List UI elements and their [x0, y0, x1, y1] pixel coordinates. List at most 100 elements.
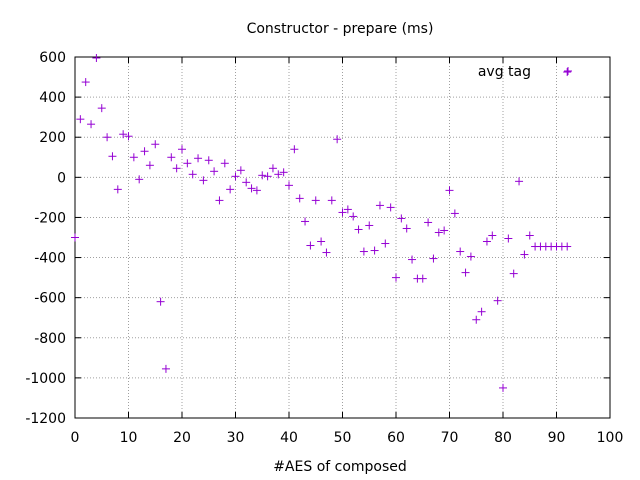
- data-point: [375, 201, 384, 210]
- data-point: [119, 130, 128, 139]
- data-point: [210, 167, 219, 176]
- legend-label: avg tag: [478, 64, 531, 80]
- y-tick-label: -1200: [25, 411, 66, 427]
- data-point: [493, 296, 502, 305]
- data-point: [226, 185, 235, 194]
- data-point: [145, 161, 154, 170]
- x-tick-label: 50: [334, 430, 352, 446]
- data-point: [178, 145, 186, 154]
- data-point: [156, 297, 165, 306]
- y-tick-label: 400: [39, 90, 66, 106]
- data-point: [349, 212, 358, 221]
- data-point: [81, 78, 90, 87]
- data-point: [71, 233, 79, 242]
- axis-ticks: 0 10 20 30 40 50 60 70 80 90 100 -1200 -1000 -800 -600…: [25, 50, 623, 446]
- data-point: [317, 237, 326, 246]
- data-point: [386, 203, 395, 212]
- data-point: [306, 241, 315, 250]
- y-tick-label: -800: [34, 331, 66, 347]
- legend-marker: [564, 67, 572, 75]
- x-tick-label: 90: [548, 430, 566, 446]
- data-point: [520, 250, 529, 259]
- data-point: [274, 170, 283, 179]
- x-tick-label: 20: [173, 430, 191, 446]
- data-point: [129, 153, 138, 162]
- data-point: [515, 177, 524, 186]
- data-point: [472, 315, 481, 324]
- data-point: [504, 234, 513, 243]
- data-point: [381, 239, 390, 248]
- data-point: [327, 196, 336, 205]
- data-point: [108, 152, 117, 161]
- grid-lines: [75, 57, 610, 418]
- data-point: [188, 170, 197, 179]
- data-point: [135, 175, 144, 184]
- data-point: [167, 153, 176, 162]
- data-point: [456, 247, 465, 256]
- data-point: [194, 154, 203, 163]
- data-point: [466, 252, 475, 261]
- data-point: [220, 159, 229, 168]
- data-point: [354, 225, 363, 234]
- data-point: [301, 217, 310, 226]
- data-point: [113, 185, 122, 194]
- data-point: [258, 171, 267, 180]
- legend: avg tag: [478, 64, 572, 80]
- y-tick-label: -600: [34, 291, 66, 307]
- data-point: [252, 186, 261, 195]
- x-tick-label: 80: [494, 430, 512, 446]
- x-tick-label: 70: [441, 430, 459, 446]
- data-point: [333, 135, 342, 144]
- data-point: [440, 226, 449, 235]
- data-point: [370, 246, 379, 255]
- data-point: [215, 196, 224, 205]
- x-tick-label: 40: [280, 430, 298, 446]
- data-point: [450, 209, 459, 218]
- data-point: [295, 194, 304, 203]
- data-point: [477, 307, 486, 316]
- data-point: [338, 208, 347, 217]
- data-point: [285, 181, 293, 190]
- y-tick-label: -1000: [25, 371, 66, 387]
- data-point: [231, 172, 240, 181]
- data-point: [434, 228, 443, 237]
- data-point: [488, 231, 497, 240]
- data-point: [397, 214, 406, 223]
- data-point: [161, 364, 170, 373]
- data-point: [290, 145, 299, 154]
- data-point: [311, 196, 320, 205]
- data-point: [172, 164, 181, 173]
- x-axis-label: #AES of composed: [273, 459, 407, 475]
- data-point: [247, 184, 256, 193]
- data-point: [183, 159, 192, 168]
- data-point: [268, 164, 277, 173]
- data-point: [525, 231, 534, 240]
- data-point: [124, 132, 133, 141]
- chart-title: Constructor - prepare (ms): [247, 21, 434, 37]
- data-point: [87, 120, 96, 129]
- data-point: [359, 247, 368, 256]
- data-point: [199, 176, 208, 185]
- data-point: [424, 218, 433, 227]
- data-point: [408, 255, 417, 264]
- y-tick-label: -200: [34, 210, 66, 226]
- data-point: [563, 242, 572, 251]
- data-point: [509, 269, 518, 278]
- data-point: [482, 237, 491, 246]
- data-point: [461, 268, 470, 277]
- x-tick-label: 30: [227, 430, 245, 446]
- x-tick-label: 10: [120, 430, 138, 446]
- data-point: [429, 254, 438, 263]
- data-point: [402, 224, 411, 233]
- data-point: [263, 172, 272, 181]
- y-tick-label: -400: [34, 251, 66, 267]
- x-tick-label: 0: [71, 430, 80, 446]
- data-point: [103, 133, 112, 142]
- data-point: [365, 221, 374, 230]
- data-point: [343, 205, 352, 214]
- x-tick-label: 100: [597, 430, 624, 446]
- data-point: [204, 156, 213, 165]
- data-point: [445, 186, 454, 195]
